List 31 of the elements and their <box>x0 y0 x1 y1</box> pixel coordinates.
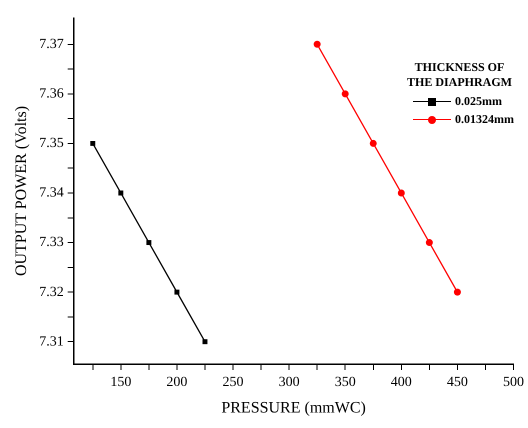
y-axis-title: OUTPUT POWER (Volts) <box>12 106 30 276</box>
x-tick-label: 500 <box>503 375 524 390</box>
point <box>90 140 96 146</box>
legend-label: 0.01324mm <box>455 112 514 127</box>
point <box>202 339 208 344</box>
y-tick-label: 7.36 <box>39 86 64 102</box>
y-tick-label: 7.31 <box>39 334 64 350</box>
point <box>454 288 461 296</box>
x-tick-label: 350 <box>334 375 356 390</box>
point <box>398 189 405 196</box>
x-tick-label: 150 <box>110 375 132 390</box>
x-tick-label: 400 <box>390 375 412 390</box>
point <box>314 40 321 48</box>
x-axis-title: PRESSURE (mmWC) <box>221 400 366 417</box>
point <box>426 239 433 246</box>
point <box>146 240 152 246</box>
y-tick-label: 7.34 <box>39 186 64 201</box>
x-tick-label: 450 <box>446 375 468 390</box>
y-tick-label: 7.33 <box>39 235 64 250</box>
x-tick-label: 200 <box>166 375 188 390</box>
point <box>118 190 124 196</box>
y-tick-label: 7.37 <box>39 36 64 52</box>
point <box>174 290 180 295</box>
y-tick-label: 7.35 <box>39 136 64 152</box>
x-tick-label: 250 <box>222 375 244 390</box>
legend-title: THICKNESS OF THE DIAPHRAGM <box>406 60 513 90</box>
legend-label: 0.025mm <box>455 94 502 109</box>
y-tick-label: 7.32 <box>39 284 64 300</box>
x-tick-label: 300 <box>278 375 300 390</box>
point <box>370 140 377 147</box>
point <box>342 90 349 98</box>
